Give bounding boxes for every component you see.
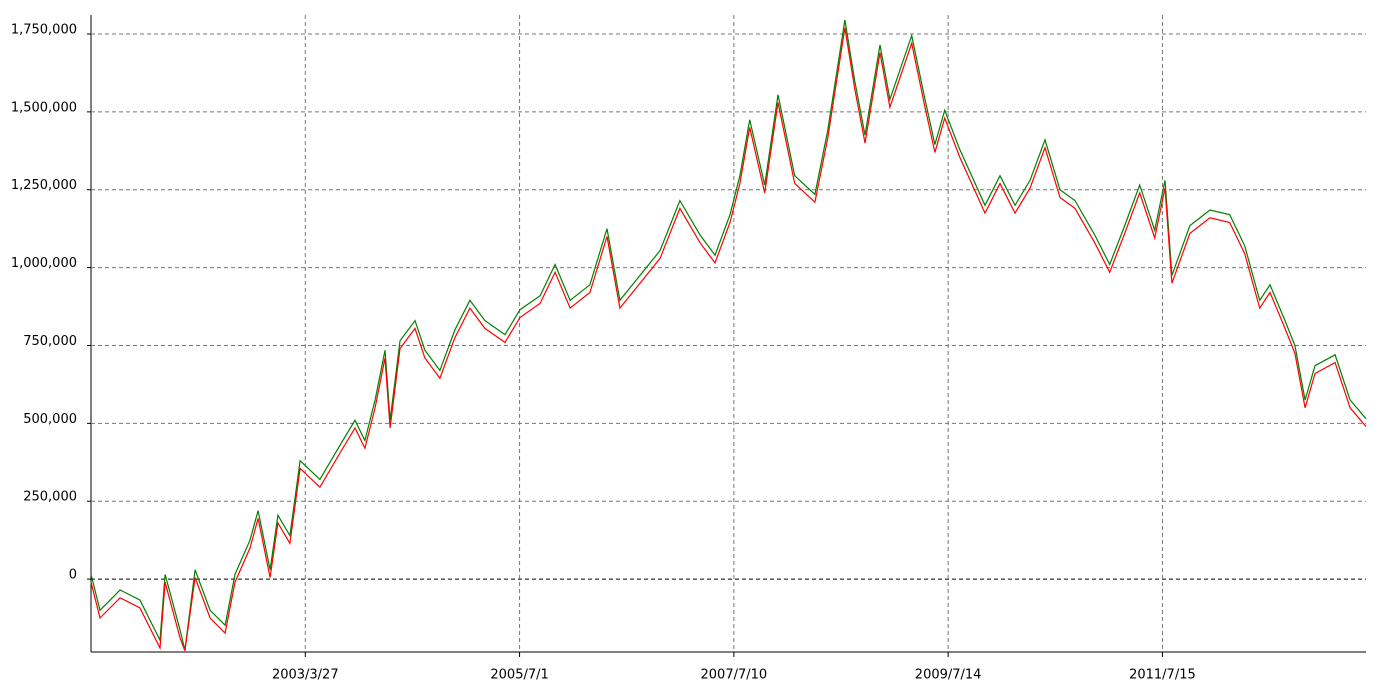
series-line <box>90 19 1367 651</box>
series-line <box>90 27 1367 652</box>
y-tick-label: 1,500,000 <box>11 100 77 115</box>
y-tick-label: 250,000 <box>23 490 77 505</box>
x-tick-label: 2011/7/15 <box>1129 668 1196 683</box>
y-tick-label: 1,250,000 <box>11 178 77 193</box>
y-tick-label: 0 <box>69 568 77 583</box>
y-tick-label: 500,000 <box>23 412 77 427</box>
y-tick-label: 1,750,000 <box>11 23 77 38</box>
y-tick-label: 1,000,000 <box>11 256 77 271</box>
x-tick-label: 2005/7/1 <box>490 668 548 683</box>
y-tick-label: 750,000 <box>23 334 77 349</box>
x-tick-label: 2009/7/14 <box>915 668 982 683</box>
x-tick-label: 2003/3/27 <box>272 668 339 683</box>
x-tick-label: 2007/7/10 <box>701 668 768 683</box>
